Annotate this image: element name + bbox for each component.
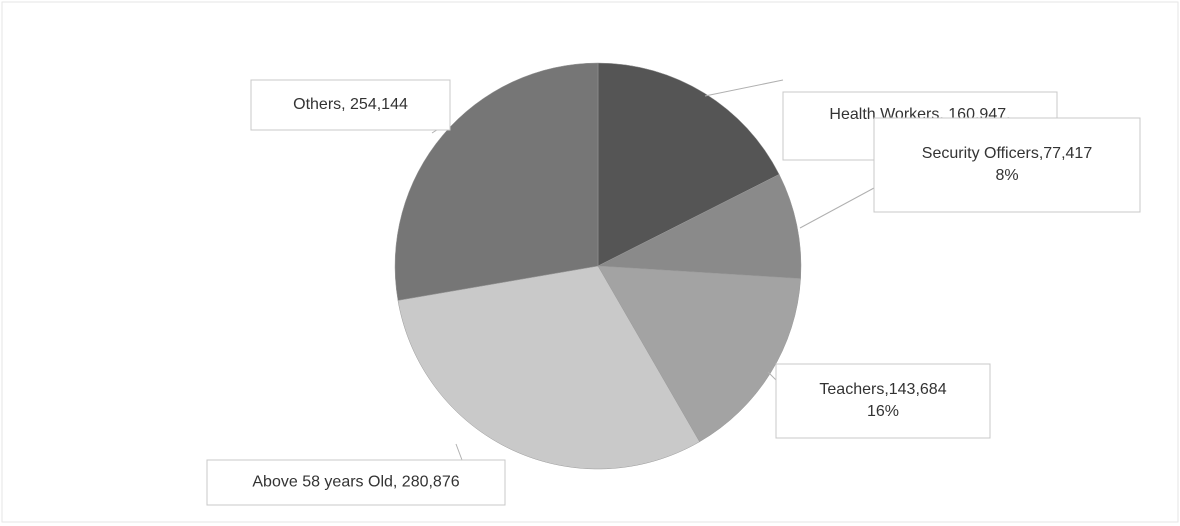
data-label: Security Officers,77,417 — [922, 145, 1093, 162]
data-label: 8% — [995, 167, 1018, 184]
pie-slice — [597, 265, 801, 443]
leader-line — [455, 443, 463, 461]
label-box — [250, 79, 451, 131]
pie-slice — [394, 62, 599, 301]
label-box — [873, 117, 1141, 213]
data-label: Teachers,143,684 — [819, 381, 946, 398]
pie-slice — [597, 174, 802, 279]
data-label: Above 58 years Old, 280,876 — [252, 474, 459, 491]
label-box — [206, 459, 506, 506]
pie-slice — [597, 62, 780, 267]
pie-slice — [397, 265, 700, 470]
leader-line — [767, 371, 777, 381]
leader-line — [704, 79, 784, 97]
leader-line — [799, 187, 875, 229]
data-label: Others, 254,144 — [293, 96, 408, 113]
label-box — [775, 363, 991, 439]
data-label: 16% — [867, 403, 899, 420]
